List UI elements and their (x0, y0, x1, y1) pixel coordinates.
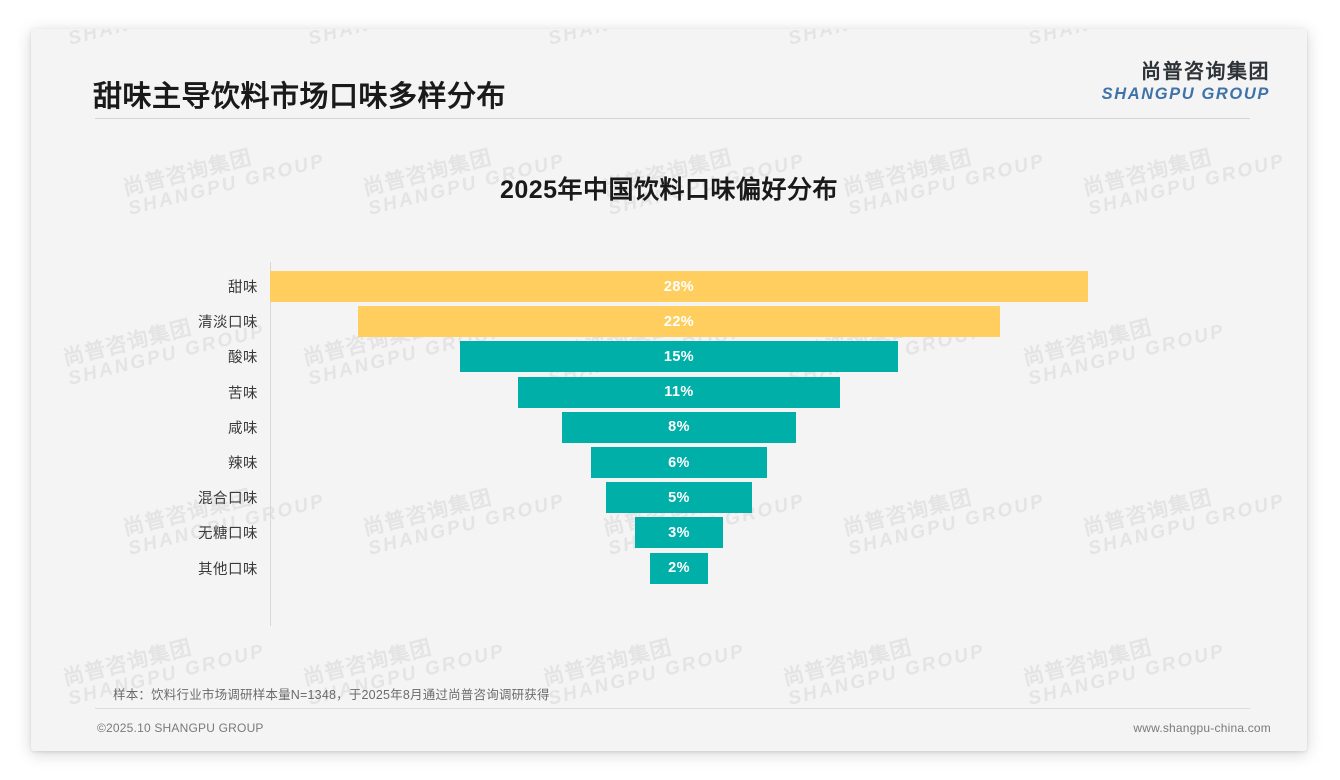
chart-bar[interactable]: 15% (459, 341, 899, 373)
chart-bar[interactable]: 8% (562, 411, 796, 443)
watermark-chinese-text: 尚普咨询集团 (780, 636, 915, 691)
chart-row: 苦味 11% (31, 375, 1307, 410)
category-label: 混合口味 (198, 491, 258, 508)
chart-row: 辣味 6% (31, 445, 1307, 480)
category-label: 其他口味 (198, 561, 258, 578)
chart-bar[interactable]: 3% (635, 517, 723, 549)
footnote-divider (95, 708, 1250, 709)
chart-title: 2025年中国饮料口味偏好分布 (499, 176, 839, 204)
slide-footer: ©2025.10 SHANGPU GROUP www.shangpu-china… (31, 708, 1307, 751)
watermark-chinese-text: 尚普咨询集团 (300, 636, 435, 691)
bar-value-label: 15% (663, 348, 695, 365)
chart-bar[interactable]: 28% (270, 271, 1088, 302)
chart-row: 混合口味 5% (31, 480, 1307, 515)
watermark-english-text: SHANGPU GROUP (1026, 640, 1228, 710)
funnel-bar-chart: 甜味 28% 清淡口味 22% 酸味 15% 苦味 11% 咸味 8% 辣味 6% 混合口味 5% 无糖口味… (31, 258, 1307, 628)
logo-english-text: SHANGPU GROUP (1101, 85, 1270, 103)
category-label: 苦味 (228, 385, 258, 402)
category-axis-line (270, 262, 271, 626)
bar-value-label: 2% (668, 560, 690, 577)
bar-value-label: 22% (663, 313, 695, 330)
chart-bar[interactable]: 5% (605, 482, 753, 514)
watermark-chinese-text: 尚普咨询集团 (540, 636, 675, 691)
header-divider (95, 118, 1250, 119)
category-label: 酸味 (228, 350, 258, 367)
bar-value-label: 3% (668, 524, 690, 541)
watermark-chinese-text: 尚普咨询集团 (60, 636, 195, 691)
bar-value-label: 5% (668, 489, 690, 506)
chart-bar[interactable]: 22% (357, 306, 1001, 338)
bar-value-label: 11% (664, 384, 694, 401)
chart-row: 酸味 15% (31, 339, 1307, 374)
watermark-english-text: SHANGPU GROUP (546, 640, 748, 710)
category-label: 甜味 (228, 280, 258, 296)
chart-row: 无糖口味 3% (31, 515, 1307, 550)
website-link[interactable]: www.shangpu-china.com (1133, 721, 1271, 735)
chart-row: 其他口味 2% (31, 551, 1307, 586)
company-logo: 尚普咨询集团 SHANGPU GROUP (1102, 61, 1270, 105)
bar-value-label: 8% (668, 419, 690, 436)
watermark-english-text: SHANGPU GROUP (786, 640, 988, 710)
copyright-text: ©2025.10 SHANGPU GROUP (97, 721, 264, 735)
bar-value-label: 28% (663, 278, 695, 295)
chart-row: 甜味 28% (31, 269, 1307, 304)
page-title: 甜味主导饮料市场口味多样分布 (93, 81, 507, 113)
chart-bar[interactable]: 6% (591, 447, 767, 478)
chart-row: 咸味 8% (31, 410, 1307, 445)
watermark-chinese-text: 尚普咨询集团 (1020, 636, 1155, 691)
category-label: 辣味 (228, 456, 258, 472)
sample-footnote: 样本：饮料行业市场调研样本量N=1348，于2025年8月通过尚普咨询调研获得 (113, 688, 550, 702)
category-label: 无糖口味 (198, 526, 258, 543)
bar-value-label: 6% (668, 454, 690, 471)
slide-card: 尚普咨询集团 SHANGPU GROUP 尚普咨询集团 SHANGPU GROUP 尚普… (31, 29, 1307, 751)
chart-bar[interactable]: 2% (649, 552, 709, 584)
logo-chinese-text: 尚普咨询集团 (1141, 61, 1270, 83)
slide-header: 甜味主导饮料市场口味多样分布 尚普咨询集团 SHANGPU GROUP (31, 29, 1307, 121)
category-label: 咸味 (228, 420, 258, 437)
chart-bar[interactable]: 11% (518, 376, 840, 408)
chart-row: 清淡口味 22% (31, 304, 1307, 339)
category-label: 清淡口味 (198, 315, 258, 332)
